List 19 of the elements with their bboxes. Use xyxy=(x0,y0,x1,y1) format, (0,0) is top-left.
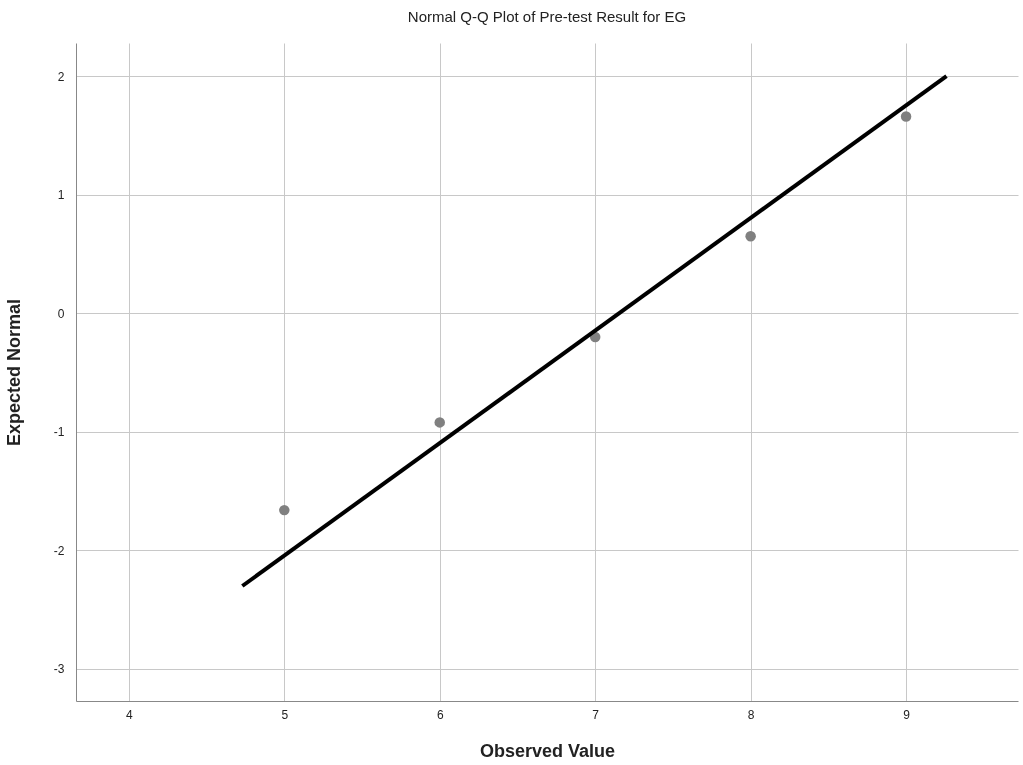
y-axis-title: Expected Normal xyxy=(3,298,24,447)
y-tick-label: -3 xyxy=(53,662,65,677)
y-tick-label: 0 xyxy=(57,306,65,321)
x-tick-label: 9 xyxy=(903,707,911,722)
chart-title: Normal Q-Q Plot of Pre-test Result for EG xyxy=(407,8,687,25)
y-tick-label: -1 xyxy=(53,425,65,440)
y-tick-label: 1 xyxy=(57,188,65,203)
point xyxy=(434,417,445,428)
x-tick-label: 7 xyxy=(592,707,600,722)
x-axis-title: Observed Value xyxy=(479,740,616,761)
point xyxy=(279,504,290,516)
point xyxy=(900,111,912,122)
y-tick-label: -2 xyxy=(53,543,65,558)
x-tick-label: 4 xyxy=(126,707,134,722)
x-tick-label: 8 xyxy=(747,707,755,722)
x-tick-label: 6 xyxy=(436,707,444,722)
x-tick-label: 5 xyxy=(281,707,289,722)
point xyxy=(745,231,756,242)
y-tick-label: 2 xyxy=(57,69,65,84)
